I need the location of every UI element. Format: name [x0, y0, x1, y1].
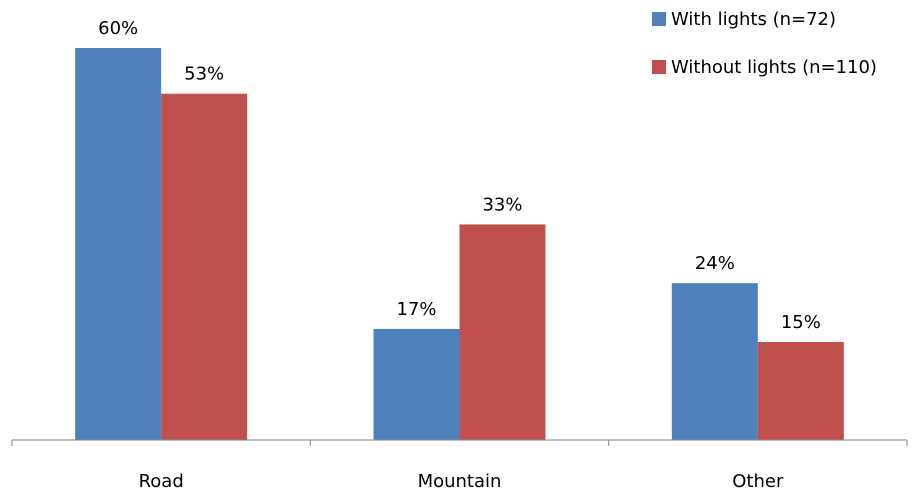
- bar-other-series-1: [671, 283, 758, 440]
- bar-road-series-1: [75, 48, 162, 440]
- x-axis-ticks: [11, 440, 908, 446]
- data-label: 15%: [781, 312, 821, 333]
- bars-group: [75, 48, 844, 440]
- bar-other-series-2: [757, 342, 844, 440]
- category-label: Other: [732, 471, 784, 492]
- legend-label: Without lights (n=110): [671, 57, 877, 78]
- data-label: 24%: [695, 253, 735, 274]
- data-labels-group: 60% 53% 17% 33% 24% 15%: [98, 18, 821, 333]
- category-labels-group: Road Mountain Other: [139, 471, 784, 492]
- data-label: 60%: [98, 18, 138, 39]
- data-label: 33%: [482, 194, 522, 215]
- legend-label: With lights (n=72): [671, 9, 836, 30]
- legend: With lights (n=72) Without lights (n=110): [652, 9, 877, 78]
- data-label: 53%: [184, 64, 224, 85]
- bar-mountain-series-2: [459, 224, 546, 440]
- bar-road-series-2: [161, 93, 248, 440]
- bar-mountain-series-1: [373, 328, 460, 440]
- legend-swatch: [652, 12, 666, 26]
- data-label: 17%: [396, 299, 436, 320]
- legend-swatch: [652, 60, 666, 74]
- category-label: Road: [139, 471, 184, 492]
- category-label: Mountain: [418, 471, 502, 492]
